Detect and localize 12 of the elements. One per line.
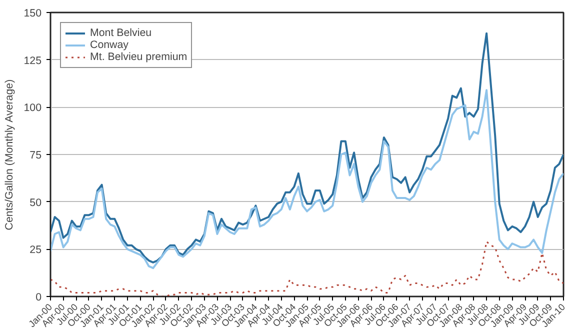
y-tick-label: 125 [24,54,42,67]
y-tick-label: 25 [30,244,42,256]
y-tick-label: 75 [30,150,42,162]
y-tick-label: 150 [24,8,42,20]
y-tick-label: 50 [30,196,42,209]
y-tick-label: 0 [36,292,42,304]
legend-label: Mt. Belvieu premium [90,51,188,63]
y-axis-title: Cents/Gallon (Monthly Average) [4,79,16,230]
legend-label: Conway [90,39,128,51]
legend-label: Mont Belvieu [90,27,152,39]
line-series [50,89,564,270]
y-tick-label: 100 [24,102,42,114]
